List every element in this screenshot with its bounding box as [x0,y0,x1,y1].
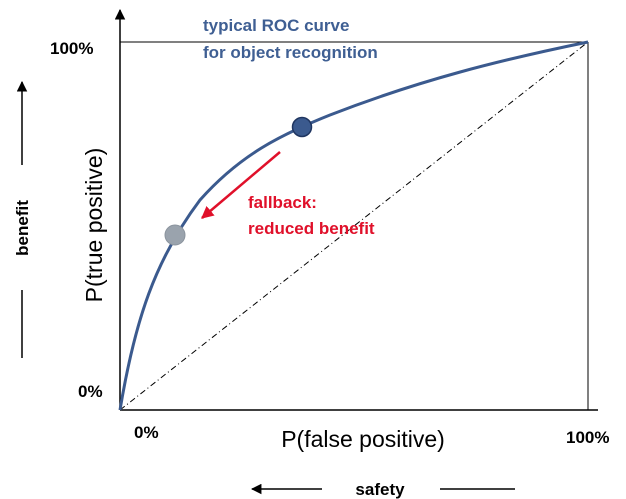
benefit-label: benefit [13,200,32,256]
safety-label: safety [355,480,405,499]
y-axis-label: P(true positive) [81,148,107,303]
annotation: reduced benefit [248,219,375,238]
fallback-point [164,224,186,246]
annotation: fallback: [248,193,317,212]
title-line: for object recognition [203,43,378,62]
roc-curve [118,40,589,411]
x-axis-label: P(false positive) [281,426,445,452]
y-top-label: 100% [50,39,93,58]
y-bottom-label: 0% [78,382,103,401]
x-right-label: 100% [566,428,609,447]
fallback-arrow [201,151,281,219]
x-left-label: 0% [134,423,159,442]
diagonal [119,41,589,411]
title-line: typical ROC curve [203,16,349,35]
operating-point [291,116,313,138]
